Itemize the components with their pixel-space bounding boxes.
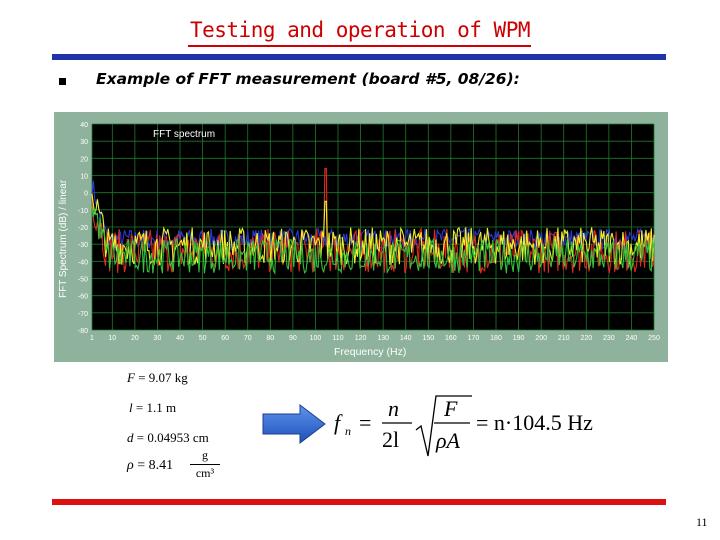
param-density-symbol: ρ — [127, 458, 134, 473]
x-tick-label: 190 — [513, 335, 525, 342]
y-tick-label: 10 — [80, 174, 88, 181]
formula-equals: = — [359, 410, 371, 435]
x-tick-label: 110 — [332, 335, 343, 342]
param-density: ρ = 8.41 — [127, 458, 173, 474]
formula-denominator: 2l — [382, 427, 399, 452]
fft-plot-frame: 40 30 20 10 0 -10 -20 -30 -40 -50 -60 -70 -80 1 10 20 3… — [54, 112, 668, 362]
y-tick-label: -20 — [78, 225, 88, 232]
y-tick-label: 20 — [80, 156, 88, 163]
x-tick-label: 100 — [310, 335, 322, 342]
param-diameter-value: = 0.04953 cm — [133, 430, 209, 445]
y-tick-label: -40 — [78, 259, 88, 266]
arrow-right-icon — [262, 404, 326, 444]
bottom-rule — [52, 499, 666, 505]
param-force-symbol: F — [127, 370, 135, 385]
frequency-formula: f n = n 2l F ρA = n·104.5 Hz — [334, 395, 593, 457]
param-diameter: d = 0.04953 cm — [127, 430, 209, 446]
formula-sqrt-denominator: ρA — [435, 428, 461, 453]
x-tick-label: 40 — [176, 335, 184, 342]
density-unit: g cm³ — [190, 448, 220, 481]
x-tick-label: 240 — [626, 335, 638, 342]
page-number: 11 — [696, 515, 708, 529]
slide-title: Testing and operation of WPM — [189, 18, 531, 42]
x-tick-label: 220 — [580, 335, 592, 342]
y-tick-label: -50 — [78, 277, 88, 284]
y-tick-labels: 40 30 20 10 0 -10 -20 -30 -40 -50 -60 -70 -80 — [78, 122, 88, 335]
param-diameter-symbol: d — [127, 430, 134, 445]
plot-inner-label: FFT spectrum — [153, 129, 216, 140]
x-tick-label: 80 — [266, 335, 274, 342]
param-length: l = 1.1 m — [129, 400, 176, 416]
y-tick-label: 0 — [84, 191, 88, 198]
x-tick-label: 140 — [400, 335, 412, 342]
y-tick-label: -80 — [78, 328, 88, 335]
title-underline — [188, 45, 531, 47]
x-tick-label: 1 — [90, 335, 94, 342]
density-unit-numerator: g — [202, 448, 208, 462]
density-unit-bar — [190, 464, 220, 465]
x-tick-label: 50 — [199, 335, 207, 342]
x-tick-label: 70 — [244, 335, 252, 342]
x-tick-label: 30 — [154, 335, 162, 342]
x-tick-label: 20 — [131, 335, 139, 342]
y-tick-label: 40 — [80, 122, 88, 129]
formula-lhs: f — [334, 410, 343, 435]
x-tick-label: 200 — [535, 335, 547, 342]
x-tick-label: 130 — [377, 335, 389, 342]
slide-subtitle: Example of FFT measurement (board #5, 08… — [96, 70, 520, 88]
param-length-value: = 1.1 m — [132, 400, 177, 415]
y-tick-label: 30 — [80, 139, 88, 146]
x-tick-label: 90 — [289, 335, 297, 342]
bullet-square-icon — [59, 78, 66, 85]
formula-numerator: n — [388, 396, 399, 421]
x-tick-label: 10 — [108, 335, 116, 342]
x-tick-label: 150 — [422, 335, 434, 342]
formula-sqrt-numerator: F — [443, 396, 458, 421]
param-length-symbol: l — [129, 400, 133, 415]
y-tick-label: -70 — [78, 311, 88, 318]
formula-lhs-subscript: n — [345, 424, 351, 438]
x-tick-label: 120 — [355, 335, 367, 342]
y-axis-label: FFT Spectrum (dB) / linear — [58, 179, 69, 298]
y-tick-label: -10 — [78, 208, 88, 215]
y-tick-label: -30 — [78, 242, 88, 249]
sqrt-icon — [415, 395, 472, 457]
density-unit-denominator: cm³ — [195, 466, 215, 480]
top-rule — [52, 54, 666, 60]
y-tick-label: -60 — [78, 294, 88, 301]
x-tick-label: 160 — [445, 335, 457, 342]
x-tick-label: 170 — [468, 335, 480, 342]
x-tick-label: 250 — [648, 335, 660, 342]
plot-traces — [91, 168, 655, 275]
x-axis-label: Frequency (Hz) — [334, 346, 407, 358]
x-tick-label: 60 — [221, 335, 229, 342]
param-force: F = 9.07 kg — [127, 370, 188, 386]
x-tick-label: 210 — [558, 335, 570, 342]
param-force-value: = 9.07 kg — [134, 370, 188, 385]
param-density-value: = 8.41 — [133, 458, 174, 473]
formula-rhs: = n·104.5 Hz — [476, 410, 593, 435]
fft-series-line — [91, 205, 655, 275]
x-tick-labels: 1 10 20 30 40 50 60 70 80 90 100 110 120 130 140 150 160… — [90, 335, 660, 342]
x-tick-label: 180 — [490, 335, 502, 342]
x-tick-label: 230 — [603, 335, 615, 342]
